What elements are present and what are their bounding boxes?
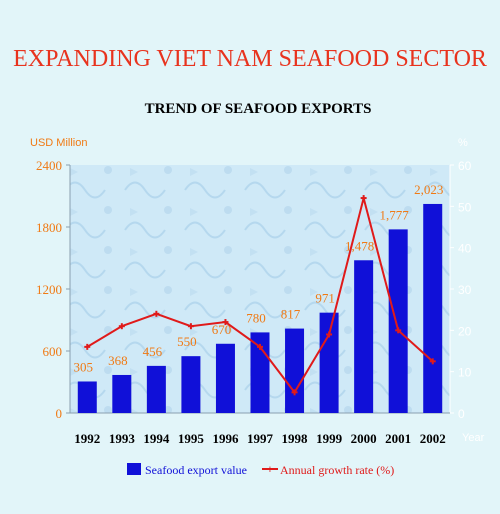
legend-label-export-value: Seafood export value [145, 463, 247, 477]
y-tick-right-label: 10 [458, 366, 472, 380]
growth-rate-point-1994 [153, 310, 160, 317]
bar-value-label: 780 [246, 310, 266, 325]
x-tick-label: 1992 [74, 431, 100, 446]
legend-swatch-bars [127, 463, 141, 475]
x-tick-label: 1999 [316, 431, 343, 446]
y-tick-left-label: 0 [56, 406, 63, 421]
bar-value-label: 305 [74, 359, 94, 374]
bar-value-label: 550 [177, 334, 197, 349]
x-tick-label: 1998 [282, 431, 309, 446]
growth-rate-point-1999 [326, 331, 333, 338]
x-tick-label: 1993 [109, 431, 136, 446]
legend-marker-glyph: + [267, 464, 273, 476]
bar-1992 [77, 381, 97, 413]
growth-rate-point-2002 [429, 358, 436, 365]
page-title: EXPANDING VIET NAM SEAFOOD SECTOR [13, 46, 487, 72]
y-tick-right-label: 30 [458, 283, 472, 297]
y-axis-left-label: USD Million [30, 137, 87, 149]
y-tick-left-label: 600 [43, 344, 63, 359]
x-tick-label: 1996 [212, 431, 239, 446]
growth-rate-point-1996 [222, 319, 229, 326]
y-tick-right-label: 20 [458, 324, 472, 338]
bar-value-label: 817 [281, 307, 301, 322]
chart-subtitle: TREND OF SEAFOOD EXPORTS [145, 101, 372, 117]
growth-rate-point-1992 [84, 343, 91, 350]
y-tick-right-label: 50 [458, 200, 472, 214]
y-tick-right-label: 40 [458, 242, 472, 256]
bar-value-label: 368 [108, 353, 128, 368]
bar-2001 [388, 229, 408, 413]
bar-value-label: 971 [315, 291, 335, 306]
bar-value-label: 2,023 [414, 182, 443, 197]
y-tick-left-label: 1200 [36, 282, 62, 297]
x-tick-label: 1997 [247, 431, 274, 446]
y-tick-right-label: 60 [458, 159, 472, 173]
legend-label-growth-rate: Annual growth rate (%) [280, 463, 394, 477]
x-tick-label: 2000 [351, 431, 377, 446]
growth-rate-point-1998 [291, 389, 298, 396]
bar-2000 [354, 260, 374, 413]
x-axis-label: Year [462, 432, 485, 444]
bar-1994 [146, 365, 166, 413]
bar-2002 [423, 203, 443, 413]
y-tick-right-label: 0 [458, 407, 465, 421]
bar-1998 [285, 328, 305, 413]
bar-value-label: 456 [143, 344, 163, 359]
growth-rate-point-1993 [118, 323, 125, 330]
growth-rate-point-2000 [360, 195, 367, 202]
y-tick-left-label: 1800 [36, 220, 62, 235]
bar-1993 [112, 374, 132, 413]
y-axis-right-label: % [458, 137, 468, 149]
bar-1995 [181, 356, 201, 413]
x-tick-label: 1994 [143, 431, 170, 446]
legend: Seafood export value + Annual growth rat… [127, 463, 394, 477]
x-tick-label: 2002 [420, 431, 446, 446]
bar-1999 [319, 312, 339, 413]
x-tick-label: 2001 [385, 431, 411, 446]
bar-value-label: 1,777 [380, 207, 410, 222]
growth-rate-point-2001 [395, 327, 402, 334]
bar-1996 [215, 343, 235, 413]
bar-value-label: 670 [212, 322, 232, 337]
x-tick-label: 1995 [178, 431, 205, 446]
growth-rate-point-1997 [257, 343, 263, 350]
growth-rate-point-1995 [187, 323, 194, 330]
y-tick-left-label: 2400 [36, 158, 62, 173]
